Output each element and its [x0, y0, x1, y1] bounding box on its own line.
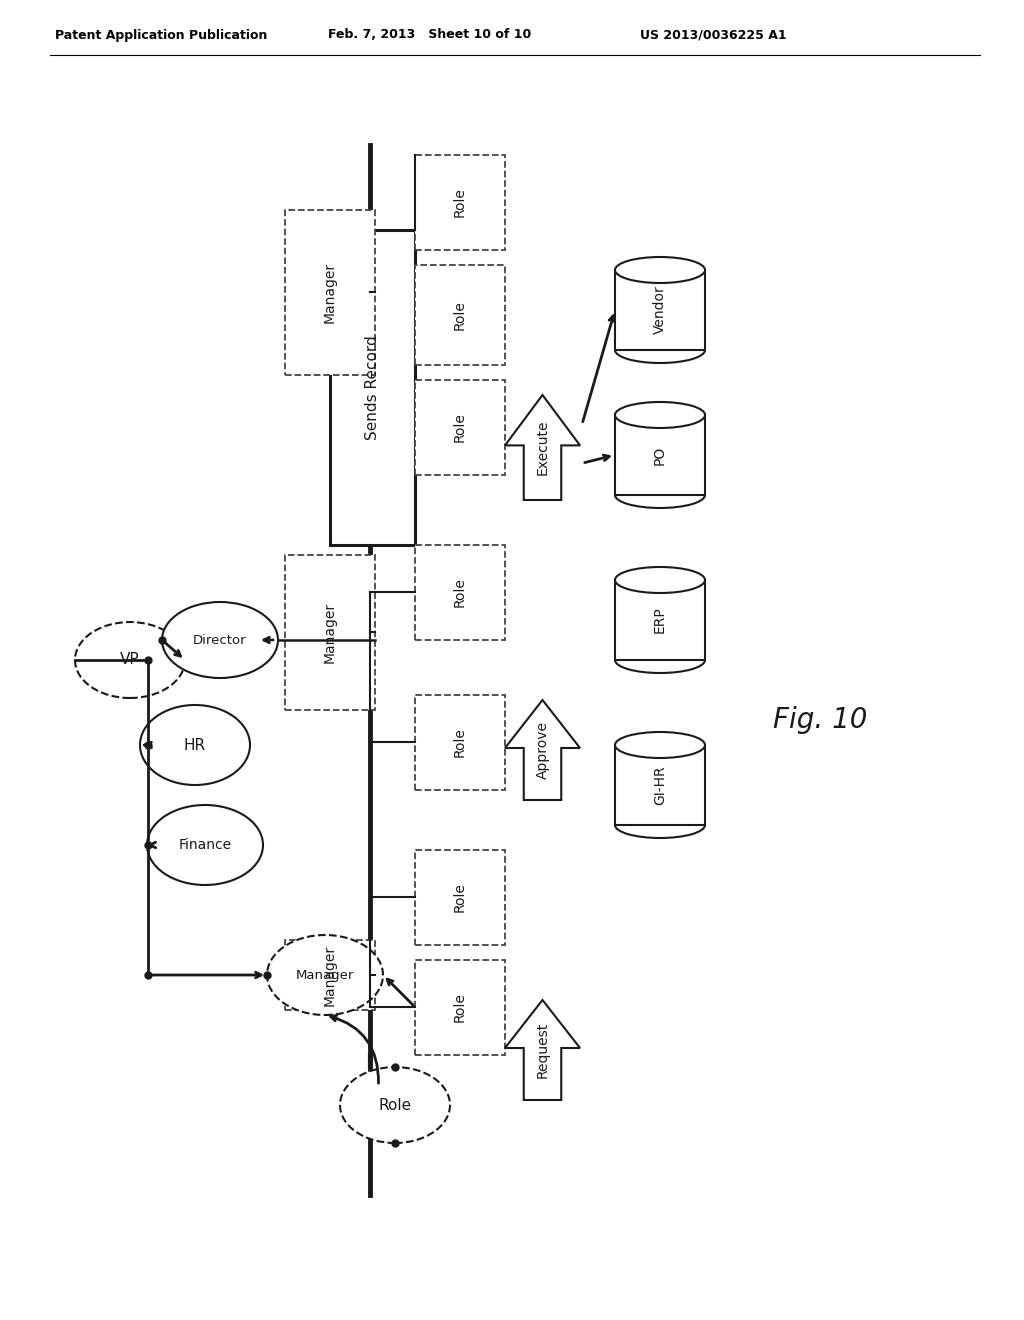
Text: Feb. 7, 2013   Sheet 10 of 10: Feb. 7, 2013 Sheet 10 of 10 — [329, 29, 531, 41]
Text: Role: Role — [453, 300, 467, 330]
Text: Role: Role — [379, 1097, 412, 1113]
Text: Vendor: Vendor — [653, 285, 667, 334]
Text: Request: Request — [536, 1022, 550, 1078]
Text: Role: Role — [453, 187, 467, 218]
Ellipse shape — [615, 568, 705, 593]
Bar — [415, 545, 505, 640]
Text: Role: Role — [453, 993, 467, 1023]
Ellipse shape — [267, 935, 383, 1015]
Bar — [415, 265, 505, 366]
Text: PO: PO — [653, 445, 667, 465]
Bar — [415, 696, 505, 789]
Text: VP: VP — [120, 652, 140, 668]
Ellipse shape — [162, 602, 278, 678]
Text: Director: Director — [194, 634, 247, 647]
Bar — [415, 850, 505, 945]
Ellipse shape — [615, 257, 705, 282]
Text: Manager: Manager — [296, 969, 354, 982]
Ellipse shape — [147, 805, 263, 884]
Text: Manager: Manager — [323, 261, 337, 323]
Bar — [615, 579, 705, 660]
Text: Role: Role — [453, 883, 467, 912]
Bar — [615, 744, 705, 825]
Bar — [615, 414, 705, 495]
Text: Finance: Finance — [178, 838, 231, 851]
Polygon shape — [505, 1001, 580, 1100]
Bar — [285, 210, 375, 375]
Ellipse shape — [75, 622, 185, 698]
Bar — [285, 940, 375, 1010]
Ellipse shape — [615, 733, 705, 758]
Bar — [330, 230, 415, 545]
Text: US 2013/0036225 A1: US 2013/0036225 A1 — [640, 29, 786, 41]
Bar — [415, 960, 505, 1055]
Text: Manager: Manager — [323, 602, 337, 663]
Bar — [415, 154, 505, 249]
Text: Sends Record: Sends Record — [365, 335, 380, 440]
Polygon shape — [505, 700, 580, 800]
Bar — [285, 554, 375, 710]
Bar — [615, 271, 705, 350]
Text: Manager: Manager — [323, 944, 337, 1006]
Text: Role: Role — [453, 727, 467, 758]
Text: GI-HR: GI-HR — [653, 766, 667, 805]
Ellipse shape — [340, 1067, 450, 1143]
Ellipse shape — [615, 403, 705, 428]
Bar — [415, 380, 505, 475]
Text: Role: Role — [453, 578, 467, 607]
Text: HR: HR — [184, 738, 206, 752]
Ellipse shape — [140, 705, 250, 785]
Text: Execute: Execute — [536, 420, 550, 475]
Text: Patent Application Publication: Patent Application Publication — [55, 29, 267, 41]
Text: Role: Role — [453, 413, 467, 442]
Polygon shape — [505, 395, 580, 500]
Text: ERP: ERP — [653, 607, 667, 634]
Text: Fig. 10: Fig. 10 — [773, 706, 867, 734]
Text: Approve: Approve — [536, 721, 550, 779]
